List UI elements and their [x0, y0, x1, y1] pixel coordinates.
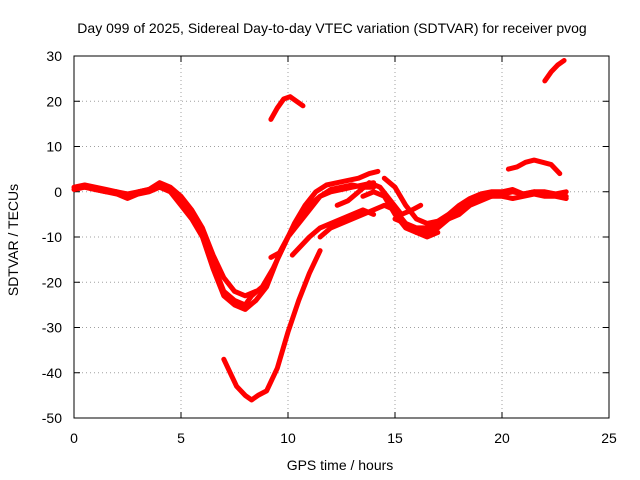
y-tick-label: 20 — [46, 93, 62, 109]
x-tick-label: 10 — [280, 430, 296, 446]
y-tick-label: -10 — [42, 229, 62, 245]
grid — [74, 56, 609, 418]
series-line-4 — [268, 94, 306, 122]
series-line-7 — [289, 207, 377, 258]
y-tick-label: -20 — [42, 274, 62, 290]
series-line-6 — [268, 180, 377, 260]
x-tick-label: 20 — [494, 430, 510, 446]
chart-title: Day 099 of 2025, Sidereal Day-to-day VTE… — [77, 20, 586, 36]
x-axis-title: GPS time / hours — [287, 457, 394, 473]
axis-ticks — [73, 55, 610, 419]
y-tick-labels: -50 -40 -30 -20 -10 0 10 20 30 — [42, 48, 62, 426]
y-tick-label: -30 — [42, 320, 62, 336]
series-line-5 — [221, 248, 323, 403]
series-group — [71, 58, 569, 403]
y-tick-label: -40 — [42, 365, 62, 381]
series-line-14 — [542, 58, 567, 84]
x-tick-label: 15 — [387, 430, 403, 446]
x-tick-label: 25 — [601, 430, 617, 446]
x-tick-label: 5 — [177, 430, 185, 446]
series-line-13 — [505, 157, 563, 177]
x-tick-labels: 0 5 10 15 20 25 — [70, 430, 617, 446]
y-tick-label: 30 — [46, 48, 62, 64]
series-line-3 — [82, 180, 259, 299]
series-line-2 — [71, 182, 377, 312]
x-tick-label: 0 — [70, 430, 78, 446]
y-tick-label: 10 — [46, 139, 62, 155]
y-axis-title: SDTVAR / TECUs — [5, 184, 21, 296]
y-tick-label: 0 — [54, 184, 62, 200]
series-line-12 — [392, 189, 569, 231]
y-tick-label: -50 — [42, 410, 62, 426]
